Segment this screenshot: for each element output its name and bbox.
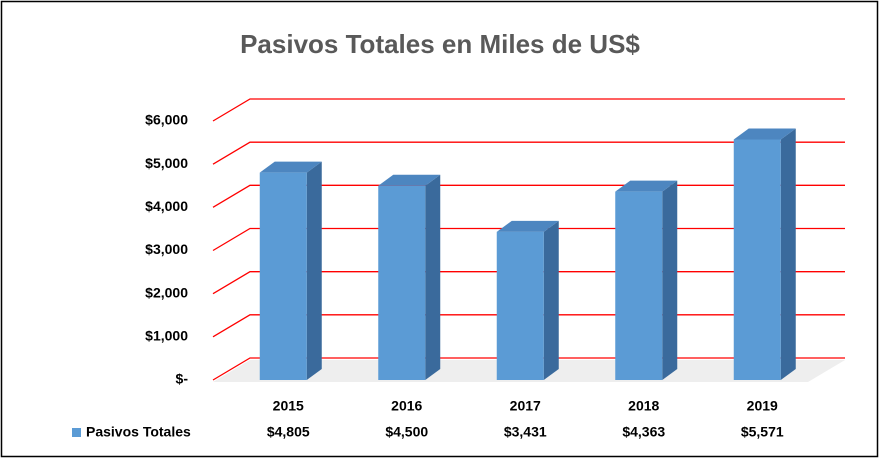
legend-swatch: [72, 428, 81, 437]
data-label: $5,571: [741, 424, 784, 440]
bar-face: [259, 161, 322, 173]
data-label: $4,500: [385, 424, 428, 440]
bar: [733, 128, 796, 380]
bar-face: [425, 174, 441, 380]
legend-label: Pasivos Totales: [86, 424, 191, 440]
data-label: $4,805: [267, 424, 310, 440]
y-tick-label: $6,000: [145, 112, 188, 128]
bar-face: [733, 128, 796, 140]
y-tick-label: $2,000: [145, 284, 188, 300]
bar-face: [543, 220, 559, 380]
bar-face: [378, 185, 426, 380]
bar: [615, 180, 678, 380]
y-tick-label: $4,000: [145, 198, 188, 214]
bar-face: [780, 128, 796, 380]
bar-face: [496, 220, 559, 232]
bar: [378, 174, 441, 380]
bar: [259, 161, 322, 380]
bar-face: [615, 191, 663, 380]
data-label: $4,363: [622, 424, 665, 440]
data-label: $3,431: [504, 424, 547, 440]
y-tick-label: $-: [176, 371, 189, 387]
chart-title: Pasivos Totales en Miles de US$: [240, 29, 640, 59]
bar-face: [496, 231, 544, 380]
bar-face: [306, 161, 322, 380]
bar-face: [733, 139, 781, 380]
x-tick-label: 2017: [510, 398, 541, 414]
y-tick-label: $5,000: [145, 155, 188, 171]
x-tick-label: 2019: [747, 398, 778, 414]
bar-face: [662, 180, 678, 380]
bar-face: [615, 180, 678, 192]
x-tick-label: 2015: [273, 398, 304, 414]
bar: [496, 220, 559, 380]
grid-line: [212, 98, 845, 122]
x-tick-label: 2016: [391, 398, 422, 414]
grid-line: [212, 141, 845, 165]
y-tick-label: $3,000: [145, 241, 188, 257]
bar-face: [259, 172, 307, 380]
y-tick-label: $1,000: [145, 328, 188, 344]
bar-face: [378, 174, 441, 186]
x-tick-label: 2018: [628, 398, 659, 414]
